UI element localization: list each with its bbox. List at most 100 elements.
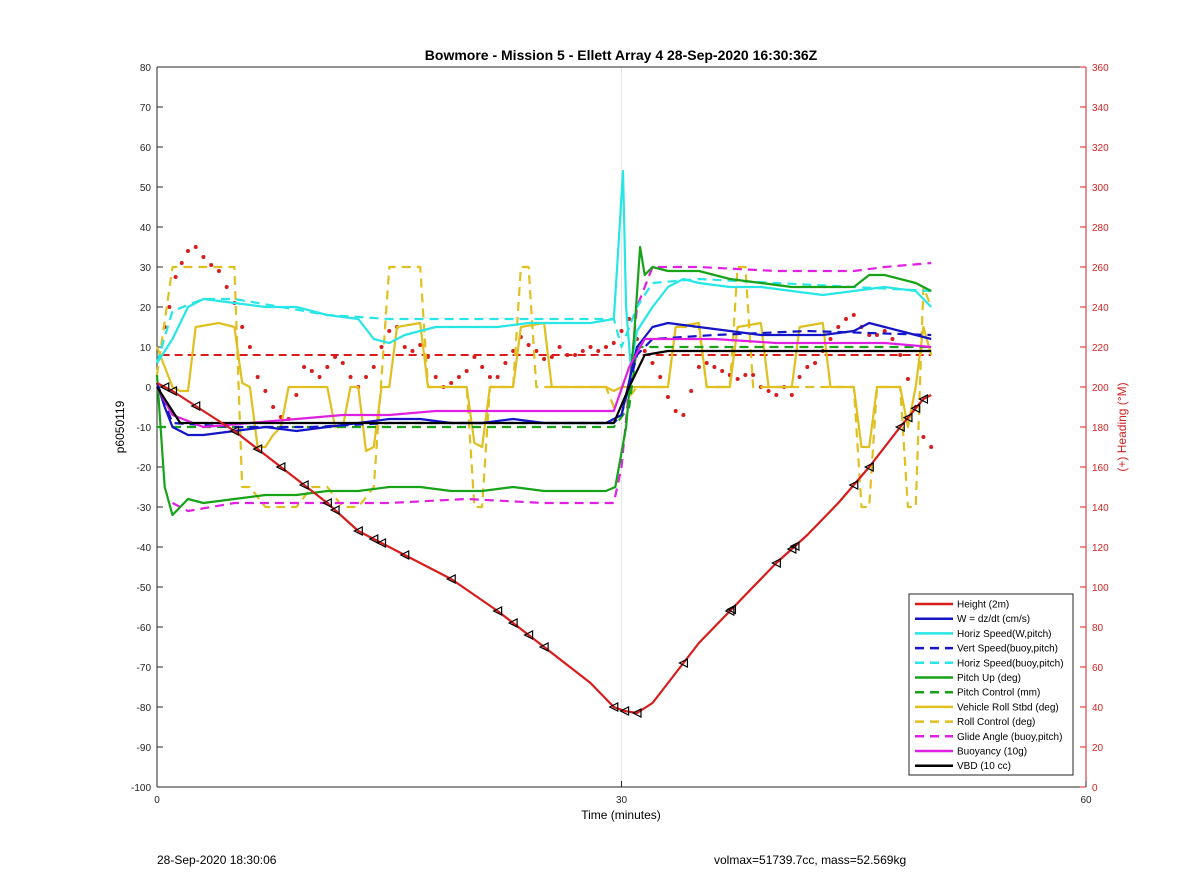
y-right-tick-label: 20 [1092,743,1104,754]
triangle-marker [368,534,379,544]
triangle-marker [789,541,800,552]
heading-point [704,361,709,365]
heading-point [890,337,895,341]
triangle-marker [376,538,387,548]
legend-label: Horiz Speed(buoy,pitch) [957,658,1064,669]
y-right-tick-label: 40 [1092,703,1104,714]
series-line [171,261,932,513]
triangle-marker [894,422,905,432]
y-tick-label: 10 [140,343,152,354]
triangle-marker [252,444,263,454]
y-right-tick-label: 360 [1092,63,1109,74]
x-axis-label: Time (minutes) [581,808,661,822]
y-tick-label: 0 [145,383,151,394]
legend-label: Roll Control (deg) [957,717,1035,728]
heading-point [828,337,833,341]
legend-label: Glide Angle (buoy,pitch) [957,732,1062,743]
y-tick-label: 30 [140,263,152,274]
y-right-tick-label: 160 [1092,463,1109,474]
legend-label: Vert Speed(buoy,pitch) [957,644,1058,655]
heading-point [929,445,934,449]
triangle-marker [724,606,735,616]
heading-point [751,373,756,377]
heading-point [766,389,771,393]
y-axis-right-label: (+) Heading (°M) [1115,382,1129,471]
heading-point [534,349,539,353]
y-right-tick-label: 340 [1092,103,1109,114]
heading-point [573,353,578,357]
heading-point [167,305,172,309]
triangle-marker [507,618,518,628]
triangle-marker [329,505,340,515]
legend-label: Buoyancy (10g) [957,747,1027,758]
y-right-tick-label: 200 [1092,383,1109,394]
heading-point [542,357,547,361]
heading-point [650,361,655,365]
heading-point [511,349,516,353]
heading-point [673,409,678,413]
heading-point [665,395,670,399]
x-tick-label: 30 [616,795,628,806]
x-tick-label: 60 [1080,795,1092,806]
triangle-marker [167,386,178,396]
legend-label: Pitch Up (deg) [957,673,1021,684]
triangle-marker [298,480,309,490]
heading-point [495,375,500,379]
y-tick-label: -70 [137,663,152,674]
heading-point [240,325,245,329]
footer-vehicle-info: volmax=51739.7cc, mass=52.569kg [714,853,907,867]
triangle-marker [190,401,201,411]
triangle-marker [159,382,170,392]
heading-point [658,375,663,379]
y-right-tick-label: 220 [1092,343,1109,354]
heading-point [348,375,353,379]
y-tick-label: -40 [137,543,152,554]
heading-point [193,245,198,249]
series-line [155,277,932,364]
triangle-marker [848,480,859,490]
y-tick-label: 20 [140,303,152,314]
legend-label: Pitch Control (mm) [957,688,1040,699]
y-tick-label: -60 [137,623,152,634]
heading-point [224,285,229,289]
triangle-marker [619,706,630,716]
heading-point [179,261,184,265]
heading-point [325,365,330,369]
triangle-marker [910,403,921,414]
triangle-marker [523,630,534,640]
heading-point [882,329,887,333]
heading-point [905,377,910,381]
series-line [156,349,932,425]
heading-point [735,377,740,381]
series-line [156,169,932,369]
heading-point [696,365,701,369]
y-tick-label: -30 [137,503,152,514]
heading-point [480,365,485,369]
heading-point [317,375,322,379]
y-tick-label: 50 [140,183,152,194]
heading-point [619,329,624,333]
triangle-marker [352,526,363,536]
heading-point [596,349,601,353]
y-axis-label: p6050119 [113,400,127,453]
triangle-marker [631,708,642,718]
legend-box [908,593,1074,776]
heading-point [402,345,407,349]
heading-point [851,313,856,317]
heading-point [263,389,268,393]
heading-point [449,381,454,385]
heading-point [487,375,492,379]
y-right-tick-label: 280 [1092,223,1109,234]
y-tick-label: -50 [137,583,152,594]
heading-point [255,375,260,379]
y-right-tick-label: 320 [1092,143,1109,154]
series-line [155,245,932,517]
y-tick-label: 80 [140,63,152,74]
series-line [155,265,933,509]
y-right-tick-label: 0 [1092,783,1098,794]
heading-point [712,365,717,369]
y-tick-label: -80 [137,703,152,714]
heading-point [418,343,423,347]
legend-label: VBD (10 cc) [957,761,1011,772]
heading-point [271,405,276,409]
